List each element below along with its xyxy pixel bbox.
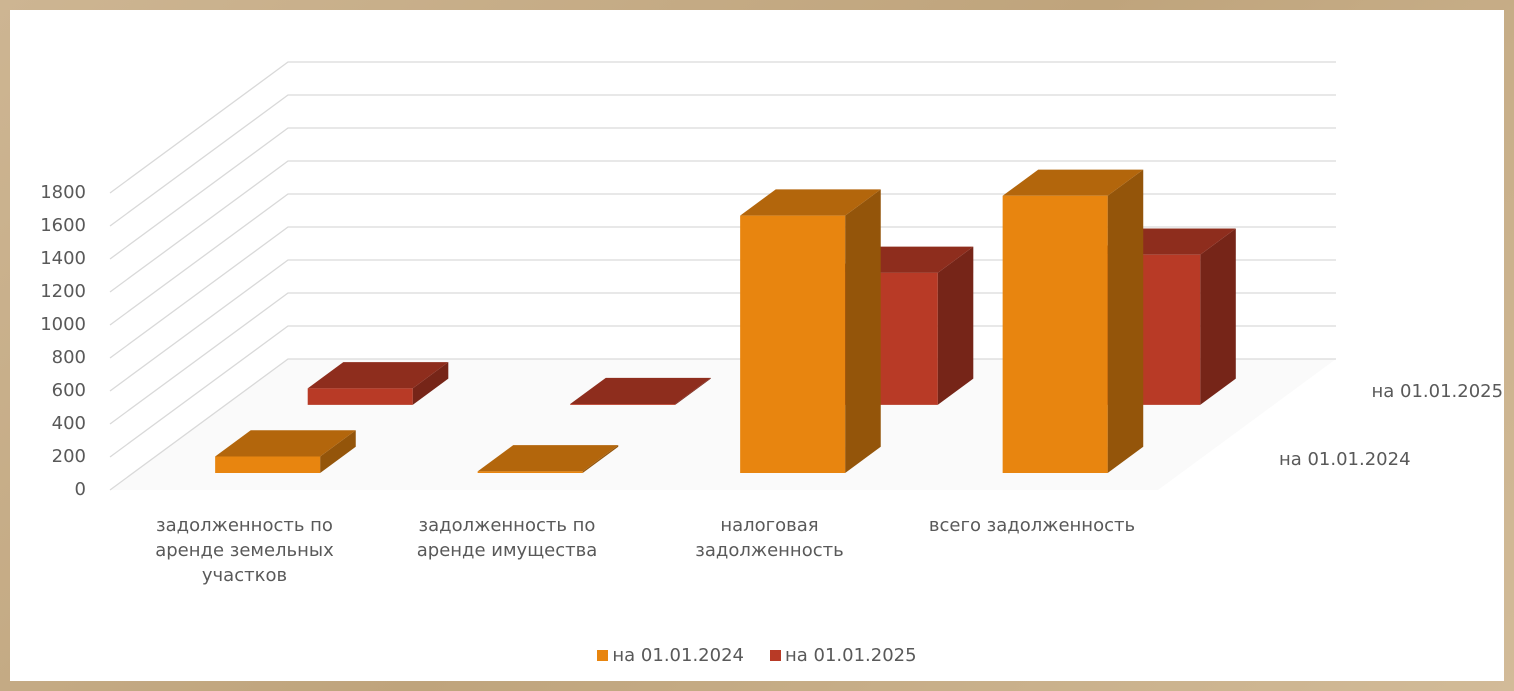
y-tick-label: 200	[52, 446, 86, 467]
bar-front	[307, 388, 413, 405]
bar-top	[307, 362, 449, 389]
y-tick-label: 1600	[40, 215, 86, 236]
y-tick-label: 1200	[40, 281, 86, 302]
y-tick-label: 1000	[40, 314, 86, 335]
bar-front	[570, 404, 676, 405]
legend: на 01.01.2024 на 01.01.2025	[0, 645, 1514, 666]
bar-side	[582, 445, 619, 473]
bar	[570, 377, 711, 405]
grid-line	[109, 226, 1336, 359]
bar-top	[570, 377, 711, 405]
legend-label: на 01.01.2024	[612, 645, 744, 666]
grid-line	[109, 259, 1336, 392]
grid-line	[109, 127, 1336, 260]
bar-side	[845, 189, 881, 473]
grid-line	[109, 94, 1336, 227]
x-tick-label: налоговая задолженность	[695, 515, 844, 561]
y-tick-label: 1800	[40, 182, 86, 203]
bar-side	[1107, 169, 1144, 473]
grid-line	[109, 160, 1336, 293]
bar-side	[675, 377, 711, 405]
grid-line	[109, 325, 1336, 458]
legend-label: на 01.01.2025	[785, 645, 917, 666]
grid-line	[109, 193, 1336, 326]
bar-front	[740, 215, 846, 473]
bar-side	[1200, 228, 1236, 405]
grid-line	[109, 61, 1336, 194]
bar	[477, 445, 619, 473]
y-tick-label: 0	[75, 479, 86, 500]
bar-front	[215, 456, 321, 473]
x-tick-label: всего задолженность	[928, 515, 1136, 536]
y-tick-label: 800	[52, 347, 86, 368]
bar-side	[320, 430, 356, 473]
y-tick-label: 600	[52, 380, 86, 401]
series-axis-label: на 01.01.2025	[1372, 381, 1504, 402]
grid-line	[109, 292, 1336, 425]
bar-top	[477, 445, 619, 472]
legend-item: на 01.01.2024	[597, 645, 744, 666]
bar-side	[937, 246, 974, 405]
legend-swatch	[770, 650, 781, 661]
bar-front	[1002, 195, 1108, 473]
bar-top	[1002, 169, 1144, 196]
y-tick-label: 400	[52, 413, 86, 434]
grid-line	[109, 358, 1336, 491]
x-tick-label: задолженность по аренде земельных участк…	[155, 515, 334, 586]
bar-side	[412, 362, 449, 405]
bar	[1002, 169, 1144, 473]
bar	[307, 362, 449, 405]
bar	[215, 430, 356, 473]
series-axis-label: на 01.01.2024	[1279, 449, 1411, 470]
bar-top	[215, 430, 356, 457]
bar-top	[740, 189, 881, 216]
bar	[740, 189, 881, 473]
y-tick-label: 1400	[40, 248, 86, 269]
bar-front	[477, 471, 583, 473]
legend-item: на 01.01.2025	[770, 645, 917, 666]
x-tick-label: задолженность по аренде имущества	[416, 515, 598, 561]
legend-swatch	[597, 650, 609, 661]
